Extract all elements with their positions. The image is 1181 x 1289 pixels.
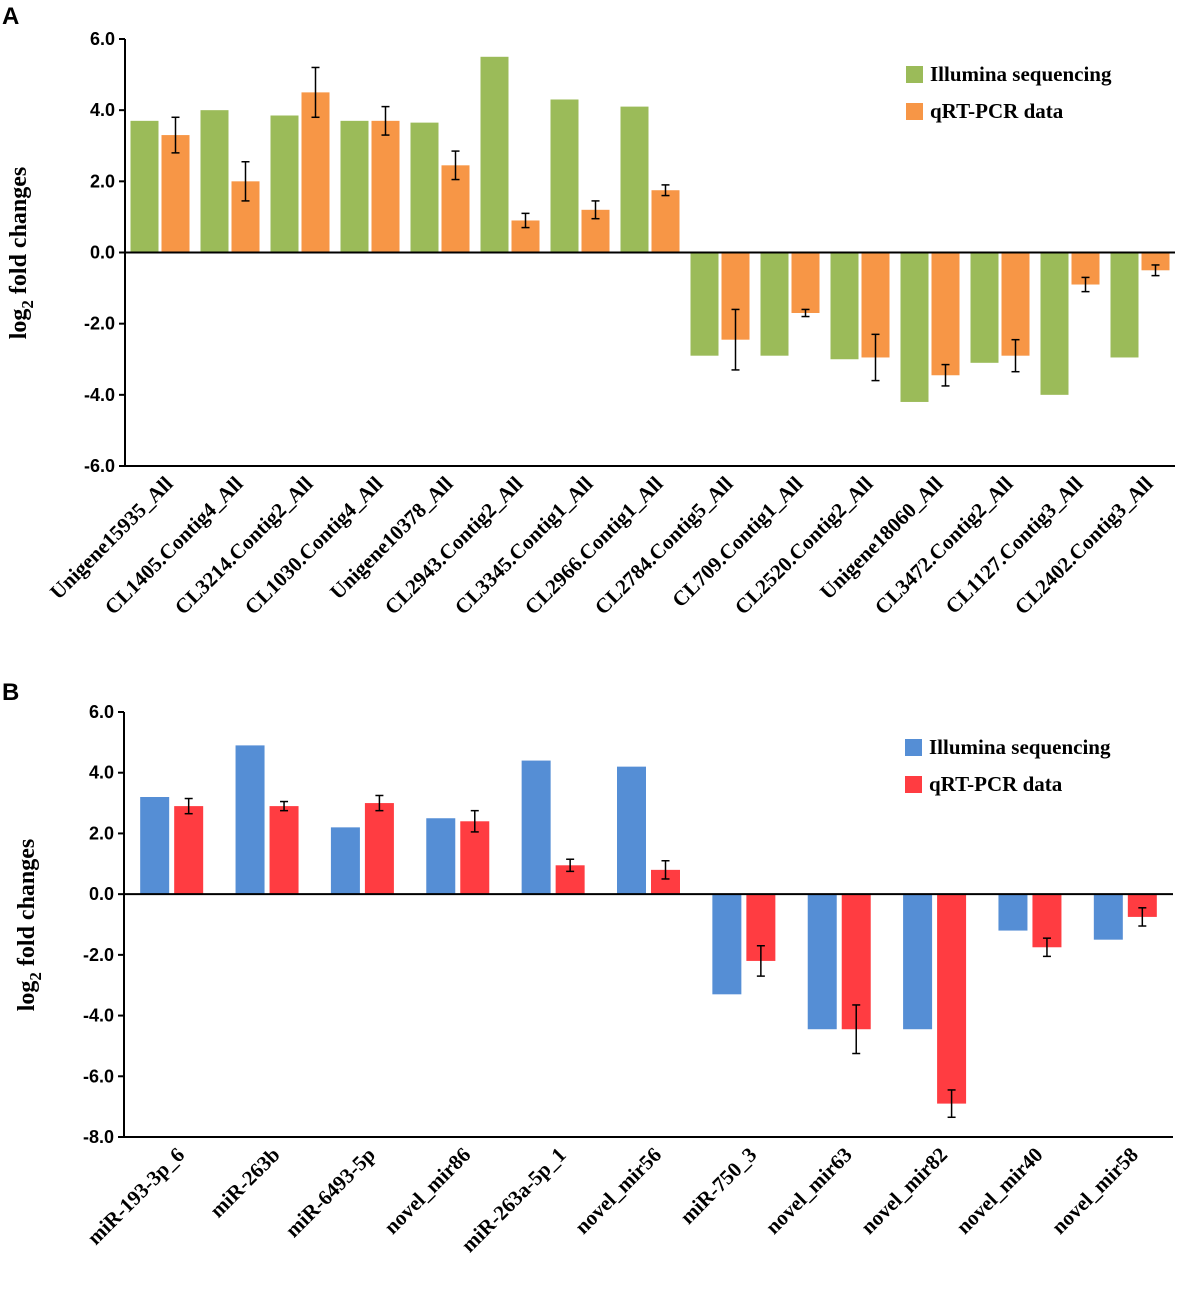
y-tick-label: 6.0 <box>89 702 114 722</box>
illumina-bar <box>550 99 579 253</box>
x-category-label: novel_mir56 <box>570 1143 666 1239</box>
legend-swatch-qrtpcr <box>906 103 923 120</box>
x-category-label: CL1127.Contig3_All <box>941 471 1088 618</box>
x-category-label: CL2402.Contig3_All <box>1010 471 1158 619</box>
illumina-bar <box>340 120 369 253</box>
y-tick-label: 4.0 <box>90 100 115 120</box>
illumina-bar <box>712 894 742 995</box>
illumina-bar <box>970 252 999 363</box>
illumina-bar <box>998 894 1028 931</box>
panel-a-letter: A <box>2 3 19 30</box>
y-tick-label: -2.0 <box>84 314 115 334</box>
qrtpcr-bar <box>301 92 330 253</box>
y-tick-label: 2.0 <box>89 823 114 843</box>
legend-label-illumina: Illumina sequencing <box>930 62 1112 86</box>
y-axis-title-rest: fold changes <box>14 839 40 972</box>
legend-swatch-qrtpcr <box>905 776 922 793</box>
qrtpcr-bar <box>460 821 490 895</box>
y-axis-title-main: log <box>14 981 40 1012</box>
x-category-label: Unigene15935_All <box>45 471 178 604</box>
x-category-label: novel_mir58 <box>1047 1143 1143 1239</box>
qrtpcr-bar <box>269 806 299 895</box>
illumina-bar <box>807 894 837 1030</box>
illumina-bar <box>830 252 859 360</box>
chart-a: 6.0 4.0 2.0 0.0 -2.0 -4.0 -6.0 log2 fold change… <box>6 29 1175 619</box>
illumina-bar <box>426 818 456 895</box>
illumina-bar <box>130 120 159 253</box>
qrtpcr-bar <box>161 135 190 253</box>
x-category-label: CL709.Contig1_All <box>667 471 807 611</box>
legend-label-qrtpcr: qRT-PCR data <box>929 772 1063 796</box>
y-axis-title: log2 fold changes <box>6 167 37 340</box>
x-category-label: miR-750_3 <box>675 1143 761 1229</box>
qrtpcr-bar <box>174 806 204 895</box>
legend-swatch-illumina <box>905 739 922 756</box>
x-category-label: miR-6493-5p <box>280 1143 379 1242</box>
illumina-bar <box>690 252 719 356</box>
illumina-bar <box>200 110 229 253</box>
qrtpcr-bar <box>1127 894 1157 917</box>
y-tick-label: 6.0 <box>90 29 115 49</box>
qrtpcr-bar <box>371 120 400 253</box>
qrtpcr-bar <box>651 190 680 253</box>
y-axis-title-main: log <box>6 309 32 340</box>
x-category-label: miR-193-3p_6 <box>82 1143 189 1250</box>
qrtpcr-bar <box>1141 252 1170 271</box>
qrtpcr-bar <box>791 252 820 313</box>
illumina-bar <box>760 252 789 356</box>
y-tick-label: -8.0 <box>83 1127 114 1147</box>
x-category-label: Unigene18060_All <box>815 471 948 604</box>
y-axis-title-rest: fold changes <box>6 167 32 300</box>
illumina-bar <box>1110 252 1139 358</box>
illumina-bar <box>617 766 646 895</box>
illumina-bar <box>480 56 509 253</box>
y-tick-label: -2.0 <box>83 945 114 965</box>
qrtpcr-bar <box>1001 252 1030 356</box>
illumina-bar <box>903 894 933 1030</box>
illumina-bar <box>330 827 360 895</box>
illumina-bar <box>1040 252 1069 395</box>
y-tick-label: 0.0 <box>90 243 115 263</box>
y-tick-label: -6.0 <box>84 456 115 476</box>
legend-label-qrtpcr: qRT-PCR data <box>930 99 1064 123</box>
qrtpcr-bar <box>364 803 394 895</box>
qrtpcr-bar <box>931 252 960 376</box>
x-category-label: novel_mir63 <box>761 1143 857 1239</box>
y-axis-title: log2 fold changes <box>14 839 45 1012</box>
illumina-bar <box>900 252 929 402</box>
y-tick-label: 2.0 <box>90 171 115 191</box>
panel-b-letter: B <box>2 679 19 706</box>
x-category-label: miR-263b <box>205 1143 285 1223</box>
illumina-bar <box>410 122 439 253</box>
illumina-bar <box>620 106 649 253</box>
qrtpcr-bar <box>937 894 967 1104</box>
illumina-bar <box>235 745 265 895</box>
chart-b: 6.0 4.0 2.0 0.0 -2.0 -4.0 -6.0 -8.0 log2 fold ch… <box>14 702 1173 1257</box>
y-tick-label: -4.0 <box>83 1006 114 1026</box>
y-axis-title-subscript: 2 <box>18 300 37 309</box>
x-category-label: Unigene10378_All <box>325 471 458 604</box>
x-category-label: novel_mir40 <box>951 1143 1047 1239</box>
legend-swatch-illumina <box>906 66 923 83</box>
y-tick-label: -4.0 <box>84 385 115 405</box>
illumina-bar <box>1093 894 1123 940</box>
legend-label-illumina: Illumina sequencing <box>929 735 1111 759</box>
y-tick-label: -6.0 <box>83 1066 114 1086</box>
y-tick-label: 0.0 <box>89 884 114 904</box>
illumina-bar <box>270 115 299 253</box>
illumina-bar <box>521 760 551 895</box>
x-category-label: novel_mir86 <box>379 1143 475 1239</box>
illumina-bar <box>140 797 170 895</box>
y-tick-label: 4.0 <box>89 763 114 783</box>
x-category-label: novel_mir82 <box>856 1143 952 1239</box>
y-axis-title-subscript: 2 <box>26 972 45 981</box>
